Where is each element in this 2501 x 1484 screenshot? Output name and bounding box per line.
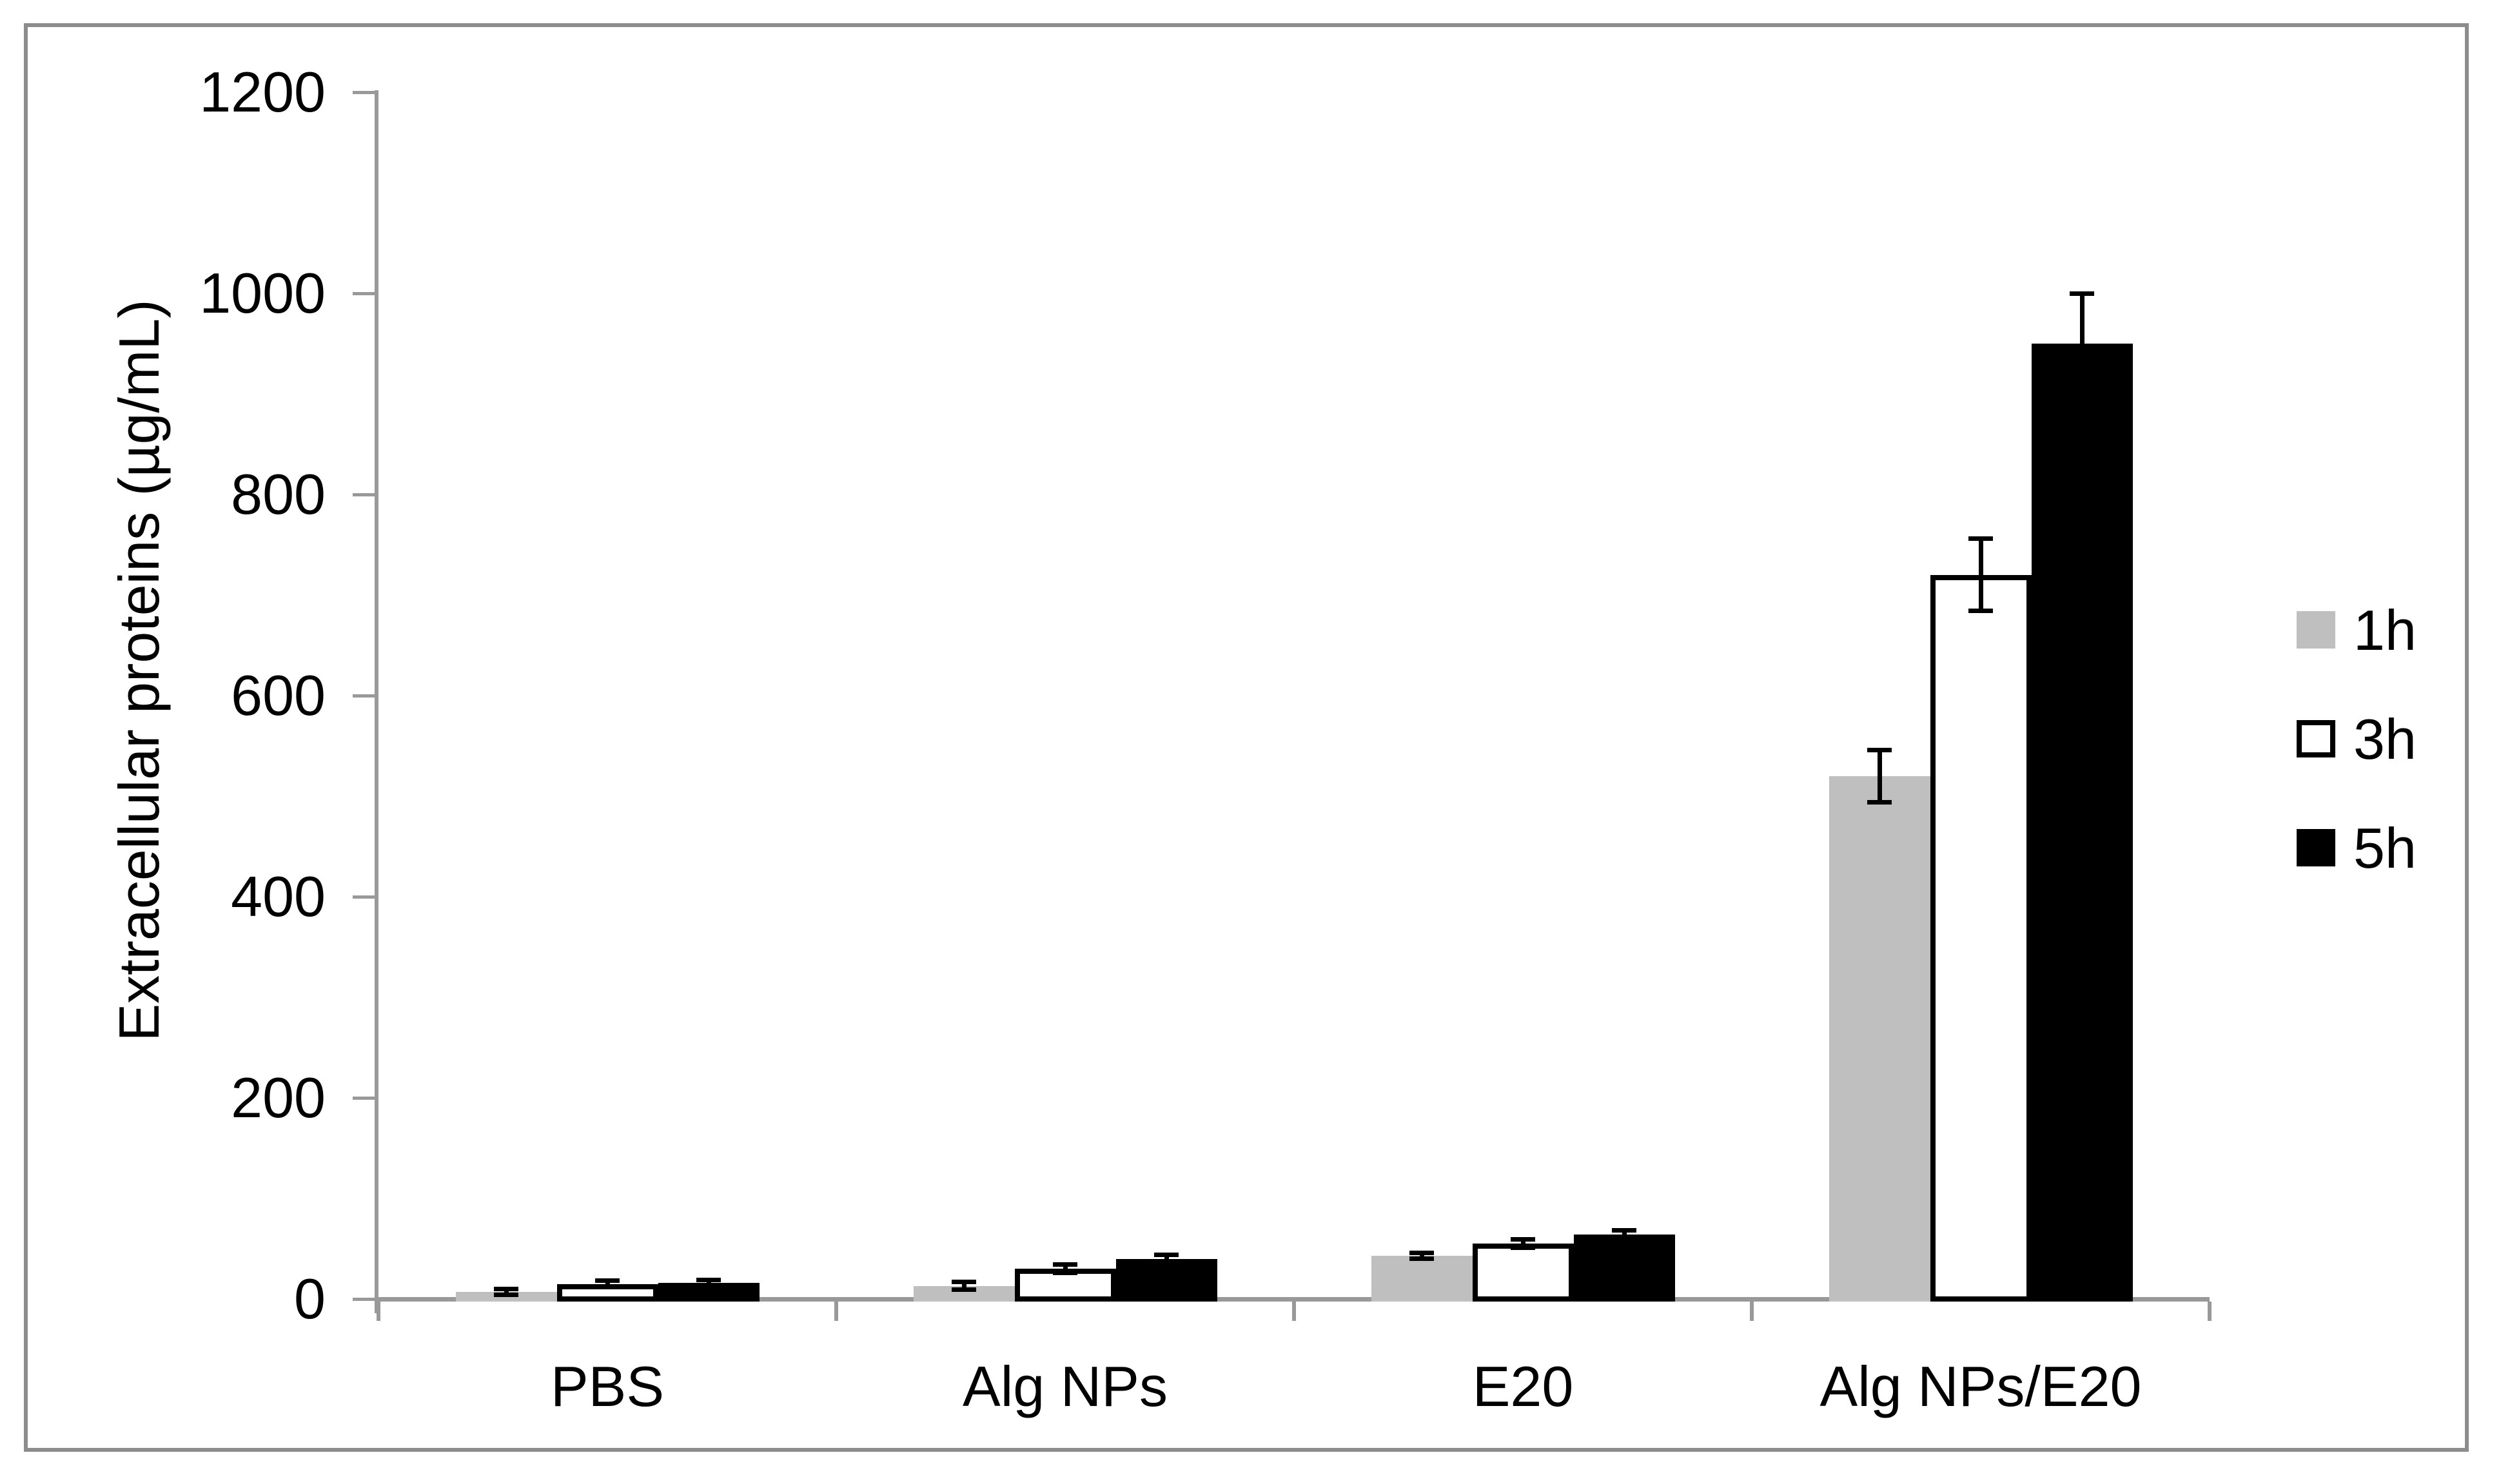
legend-label-3h: 3h xyxy=(2353,707,2417,771)
error-bar-cap-bottom xyxy=(1511,1245,1535,1250)
legend-item-1h: 1h xyxy=(2297,602,2490,659)
y-axis-line xyxy=(375,90,378,1313)
legend-item-5h: 5h xyxy=(2297,820,2490,877)
bar-5h-2 xyxy=(1573,1235,1675,1302)
error-bar-line xyxy=(605,1280,610,1287)
error-bar-line xyxy=(1877,750,1882,803)
error-bar-cap-top xyxy=(696,1277,721,1282)
error-bar-cap-bottom xyxy=(1867,799,1892,805)
error-bar-line xyxy=(1520,1239,1525,1248)
error-bar-line xyxy=(1164,1255,1169,1263)
y-tick-label: 200 xyxy=(231,1066,326,1129)
y-tick xyxy=(353,90,375,94)
error-bar-cap-top xyxy=(1968,536,1993,542)
bar-3h-3 xyxy=(1930,574,2032,1302)
error-bar-cap-bottom xyxy=(952,1287,976,1293)
y-tick-label: 400 xyxy=(231,864,326,928)
x-tick xyxy=(1292,1302,1296,1321)
error-bar-cap-bottom xyxy=(494,1293,518,1298)
error-bar-cap-top xyxy=(1154,1252,1179,1257)
error-bar-cap-top xyxy=(1511,1237,1535,1242)
x-tick xyxy=(834,1302,838,1321)
error-bar-cap-bottom xyxy=(2070,391,2094,396)
error-bar-cap-bottom xyxy=(1053,1270,1077,1275)
x-axis-line xyxy=(378,1297,2210,1302)
y-tick-label: 800 xyxy=(231,462,326,526)
error-bar-cap-bottom xyxy=(1968,609,1993,614)
error-bar-cap-bottom xyxy=(1409,1256,1434,1262)
legend-swatch-5h xyxy=(2297,829,2335,866)
category-label: E20 xyxy=(1472,1354,1574,1418)
y-tick-label: 600 xyxy=(231,663,326,727)
error-bar-cap-top xyxy=(1612,1228,1636,1233)
legend-label-5h: 5h xyxy=(2353,816,2417,880)
error-bar-cap-top xyxy=(952,1279,976,1284)
error-bar-cap-bottom xyxy=(1154,1260,1179,1265)
error-bar-line xyxy=(961,1282,966,1290)
error-bar-line xyxy=(706,1280,711,1286)
figure-border xyxy=(24,23,2469,1452)
error-bar-line xyxy=(1622,1230,1627,1239)
y-tick xyxy=(353,1096,375,1100)
error-bar-cap-top xyxy=(1053,1262,1077,1267)
error-bar-line xyxy=(2079,293,2084,394)
error-bar-line xyxy=(504,1289,509,1295)
bar-5h-3 xyxy=(2031,344,2133,1302)
bar-3h-2 xyxy=(1472,1244,1574,1302)
y-tick xyxy=(353,493,375,496)
error-bar-line xyxy=(1419,1253,1424,1259)
category-label: Alg NPs/E20 xyxy=(1819,1354,2142,1418)
y-tick-label: 1200 xyxy=(199,60,326,124)
error-bar-cap-bottom xyxy=(595,1284,620,1289)
bar-1h-3 xyxy=(1829,776,1930,1302)
error-bar-line xyxy=(1063,1264,1068,1273)
error-bar-cap-top xyxy=(595,1278,620,1284)
category-label: Alg NPs xyxy=(963,1354,1168,1418)
error-bar-cap-top xyxy=(1409,1250,1434,1255)
legend-swatch-3h xyxy=(2297,720,2335,757)
bar-5h-1 xyxy=(1115,1258,1217,1302)
y-tick xyxy=(353,291,375,295)
bar-1h-2 xyxy=(1371,1255,1473,1302)
error-bar-cap-top xyxy=(2070,291,2094,296)
error-bar-cap-bottom xyxy=(1612,1236,1636,1241)
x-tick xyxy=(1750,1302,1754,1321)
error-bar-cap-top xyxy=(1867,747,1892,752)
y-tick xyxy=(353,895,375,899)
category-label: PBS xyxy=(550,1354,665,1418)
error-bar-line xyxy=(1978,538,1983,611)
y-tick-label: 1000 xyxy=(199,261,326,325)
x-tick xyxy=(2208,1302,2212,1321)
error-bar-cap-bottom xyxy=(696,1284,721,1289)
legend-label-1h: 1h xyxy=(2353,598,2417,662)
error-bar-cap-top xyxy=(494,1286,518,1291)
legend-item-3h: 3h xyxy=(2297,711,2490,768)
legend-swatch-1h xyxy=(2297,611,2335,649)
y-tick xyxy=(353,1297,375,1301)
x-tick xyxy=(377,1302,380,1321)
y-tick-label: 0 xyxy=(294,1267,326,1331)
y-tick xyxy=(353,694,375,698)
